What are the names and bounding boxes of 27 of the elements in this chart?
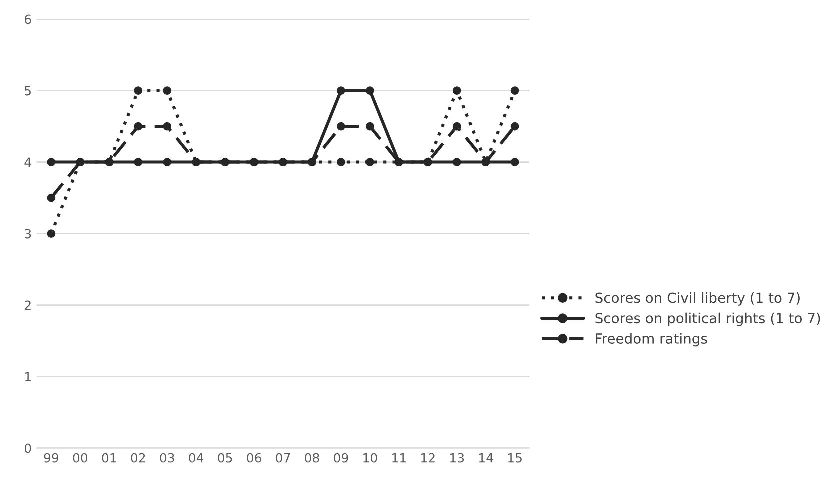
y-tick-label: 0 [24, 444, 32, 454]
legend-label: Scores on political rights (1 to 7) [596, 312, 820, 326]
x-tick-label: 11 [392, 454, 406, 463]
x-tick-label: 15 [508, 454, 522, 463]
x-tick-label: 05 [218, 453, 232, 463]
x-tick-label: 04 [189, 453, 204, 463]
legend-label: Scores on Civil liberty (1 to 7) [596, 292, 800, 306]
x-tick-label: 09 [334, 453, 348, 463]
x-tick-label: 03 [160, 453, 174, 463]
x-tick-label: 02 [131, 453, 146, 463]
x-tick-label: 13 [450, 453, 464, 463]
x-tick-label: 99 [44, 453, 59, 463]
y-tick-label: 5 [25, 86, 31, 96]
y-tick-label: 4 [24, 158, 32, 168]
x-tick-label: 10 [364, 453, 378, 463]
y-tick-label: 3 [25, 229, 32, 239]
x-tick-label: 01 [102, 453, 116, 463]
legend-label: Freedom ratings [596, 333, 708, 347]
x-tick-label: 07 [276, 453, 290, 463]
x-tick-label: 14 [480, 454, 494, 463]
x-tick-label: 06 [247, 453, 262, 463]
y-tick-label: 6 [25, 14, 32, 24]
y-tick-label: 1 [26, 372, 31, 382]
y-tick-label: 2 [25, 300, 31, 310]
x-tick-label: 12 [422, 453, 435, 463]
x-tick-label: 08 [305, 453, 320, 463]
x-tick-label: 00 [73, 453, 88, 463]
